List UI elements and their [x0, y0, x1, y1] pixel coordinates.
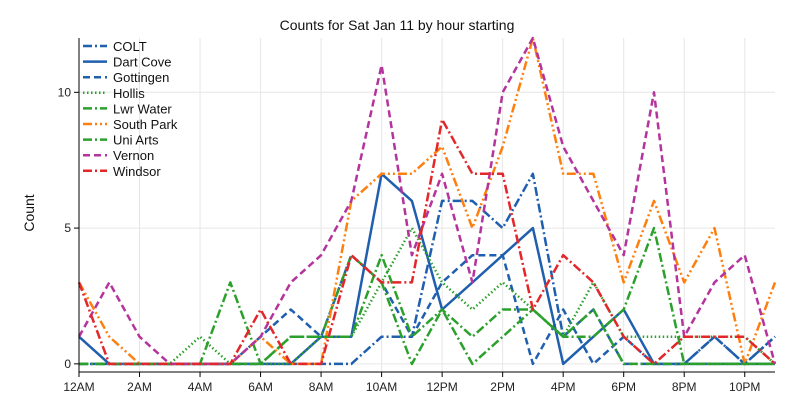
- x-tick-label: 12PM: [426, 380, 457, 394]
- legend-label-lwr-water: Lwr Water: [113, 101, 172, 116]
- legend-label-windsor: Windsor: [113, 164, 161, 179]
- legend-label-hollis: Hollis: [113, 86, 145, 101]
- legend-label-vernon: Vernon: [113, 148, 154, 163]
- x-tick-label: 10PM: [729, 380, 760, 394]
- series-lines: [77, 36, 777, 366]
- x-tick-label: 4PM: [551, 380, 576, 394]
- y-tick-label: 10: [58, 85, 72, 99]
- legend-label-colt: COLT: [113, 39, 147, 54]
- series-line-hollis: [79, 226, 776, 366]
- x-tick-label: 6PM: [611, 380, 636, 394]
- x-tick-label: 2PM: [490, 380, 515, 394]
- legend-label-south-park: South Park: [113, 117, 178, 132]
- x-tick-label: 8AM: [309, 380, 334, 394]
- x-tick-label: 10AM: [366, 380, 397, 394]
- legend-label-dart-cove: Dart Cove: [113, 55, 172, 70]
- legend-label-uni-arts: Uni Arts: [113, 133, 159, 148]
- y-tick-label: 5: [64, 221, 71, 235]
- axes: 12AM 2AM 4AM 6AM 8AM 10AM 12PM 2PM 4PM 6PM 8PM 10PM…: [58, 38, 775, 394]
- y-tick-label: 0: [64, 357, 71, 371]
- series-line-windsor: [77, 118, 776, 366]
- x-tick-label: 12AM: [63, 380, 94, 394]
- x-tick-label: 2AM: [127, 380, 152, 394]
- x-tick-label: 4AM: [188, 380, 213, 394]
- chart-title: Counts for Sat Jan 11 by hour starting: [280, 17, 515, 33]
- y-axis-label: Count: [21, 194, 37, 231]
- x-tick-label: 8PM: [672, 380, 697, 394]
- legend-label-gottingen: Gottingen: [113, 70, 169, 85]
- x-tick-label: 6AM: [248, 380, 273, 394]
